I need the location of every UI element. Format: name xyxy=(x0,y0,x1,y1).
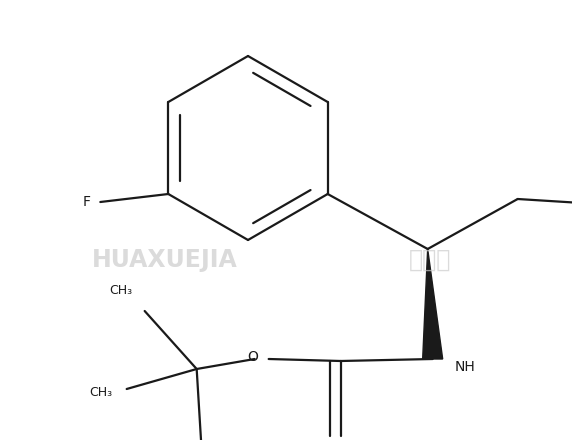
Text: F: F xyxy=(82,195,90,209)
Text: NH: NH xyxy=(455,360,475,374)
Text: CH₃: CH₃ xyxy=(90,386,113,400)
Text: HUAXUEJIA: HUAXUEJIA xyxy=(92,248,238,272)
Text: CH₃: CH₃ xyxy=(110,284,133,297)
Polygon shape xyxy=(423,249,443,359)
Text: 化学加: 化学加 xyxy=(409,248,451,272)
Text: O: O xyxy=(247,350,257,364)
